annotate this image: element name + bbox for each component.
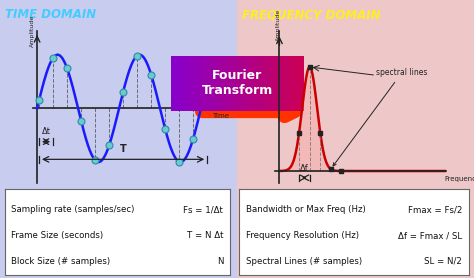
Text: N: N (217, 257, 223, 266)
Text: TIME DOMAIN: TIME DOMAIN (5, 8, 96, 21)
Text: Frame Size (seconds): Frame Size (seconds) (11, 231, 104, 240)
Text: T: T (120, 144, 127, 154)
Text: Block Size (# samples): Block Size (# samples) (11, 257, 110, 266)
Text: Amplitude: Amplitude (276, 9, 282, 41)
Text: Frequency: Frequency (444, 177, 474, 182)
Text: Δt: Δt (42, 127, 51, 136)
Text: Spectral Lines (# samples): Spectral Lines (# samples) (246, 257, 363, 266)
Text: Fs = 1/Δt: Fs = 1/Δt (183, 205, 223, 214)
Text: Frequency Resolution (Hz): Frequency Resolution (Hz) (246, 231, 359, 240)
Bar (237, 0, 474, 278)
Text: Sampling rate (samples/sec): Sampling rate (samples/sec) (11, 205, 135, 214)
Text: Fmax = Fs/2: Fmax = Fs/2 (408, 205, 462, 214)
Bar (0, 0, 237, 278)
Text: Fourier
Transform: Fourier Transform (201, 70, 273, 97)
Text: Δf = Fmax / SL: Δf = Fmax / SL (398, 231, 462, 240)
Text: Δf: Δf (300, 163, 309, 173)
Text: SL = N/2: SL = N/2 (425, 257, 462, 266)
Text: Amplitude: Amplitude (30, 14, 35, 47)
Text: FREQUENCY DOMAIN: FREQUENCY DOMAIN (242, 8, 380, 21)
Text: spectral lines: spectral lines (333, 68, 428, 166)
Text: Bandwidth or Max Freq (Hz): Bandwidth or Max Freq (Hz) (246, 205, 366, 214)
Text: Time: Time (212, 113, 229, 119)
Text: T = N Δt: T = N Δt (187, 231, 223, 240)
